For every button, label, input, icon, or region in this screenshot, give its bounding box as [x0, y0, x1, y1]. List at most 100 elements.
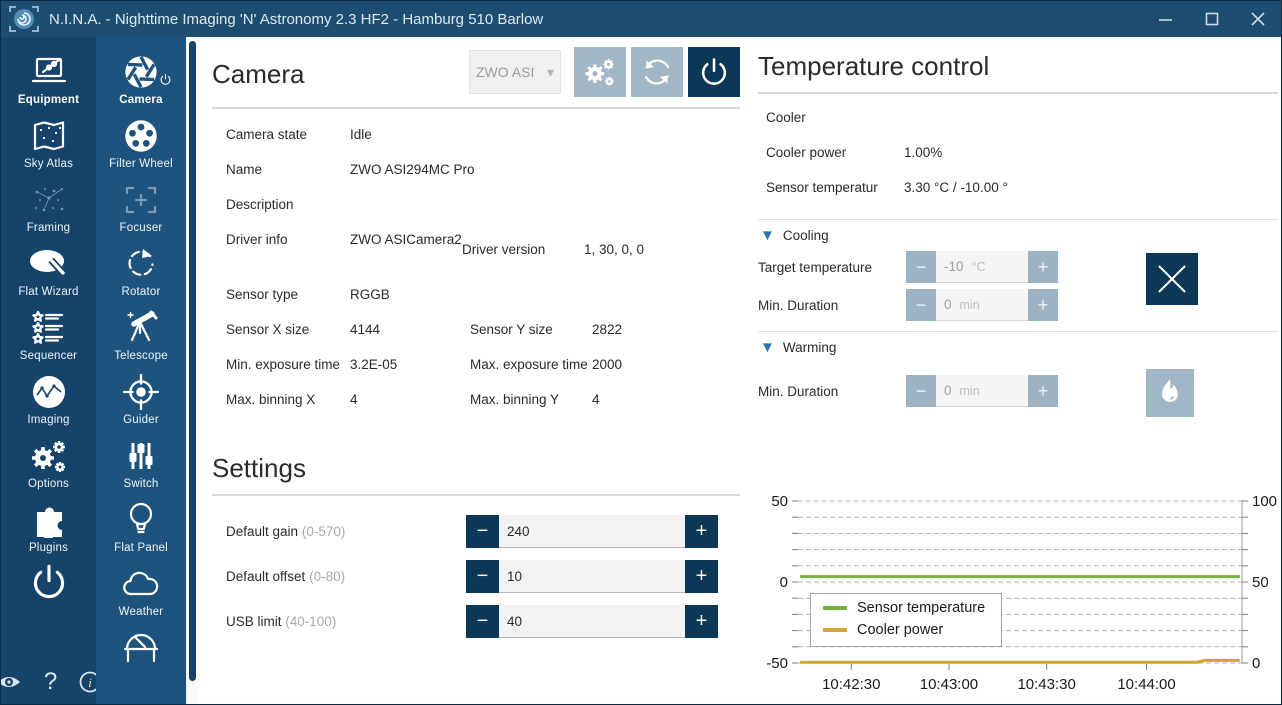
- sidebar-item-label: Switch: [123, 478, 159, 490]
- sidebar-item-label: Flat Wizard: [18, 286, 79, 298]
- sidebar-item-camera[interactable]: Camera: [96, 47, 186, 111]
- sidebar-item-imaging[interactable]: Imaging: [1, 367, 96, 431]
- maximize-button[interactable]: [1189, 1, 1235, 37]
- camera-device-select[interactable]: ZWO ASI ▾: [469, 50, 561, 94]
- help-button[interactable]: ?: [43, 668, 58, 695]
- focuser-icon: [123, 181, 159, 219]
- sidebar-item-sky-atlas[interactable]: Sky Atlas: [1, 111, 96, 175]
- sidebar-item-flat-panel[interactable]: Flat Panel: [96, 495, 186, 559]
- divider: [212, 107, 740, 109]
- decrement-button[interactable]: −: [906, 251, 936, 283]
- stop-cooling-button[interactable]: [1146, 253, 1198, 305]
- warming-expander[interactable]: ▼ Warming: [760, 339, 837, 356]
- sidebar-item-guider[interactable]: Guider: [96, 367, 186, 431]
- sidebar-item-focuser[interactable]: Focuser: [96, 175, 186, 239]
- info-glyph: i: [88, 675, 92, 690]
- temperature-chart: 50 0 -50 100 50 0 10:42:30 10:43:00 10:43:30 10:4…: [758, 489, 1278, 699]
- svg-text:10:42:30: 10:42:30: [822, 676, 880, 693]
- sidebar-item-plugins[interactable]: Plugins: [1, 495, 96, 559]
- sidebar-item-switch[interactable]: Switch: [96, 431, 186, 495]
- camera-icon: [122, 53, 171, 91]
- cancel-icon: [1158, 265, 1186, 293]
- default-offset-input[interactable]: 10: [499, 560, 685, 593]
- chart-legend: Sensor temperature Cooler power: [810, 593, 1003, 647]
- dome-icon: [121, 629, 161, 667]
- imaging-icon: [31, 373, 67, 411]
- target-temperature-row: Target temperature − -10 °C +: [758, 251, 1098, 283]
- sidebar-item-flat-wizard[interactable]: Flat Wizard: [1, 239, 96, 303]
- increment-button[interactable]: +: [685, 560, 718, 593]
- default-gain-stepper: − 240 +: [466, 515, 718, 548]
- sidebar-item-sequencer[interactable]: Sequencer: [1, 303, 96, 367]
- refresh-icon: [644, 59, 670, 85]
- sequencer-icon: [29, 309, 69, 347]
- camera-connect-button[interactable]: [688, 47, 740, 97]
- increment-button[interactable]: +: [1028, 251, 1058, 283]
- camera-connected-power-icon: [160, 73, 171, 85]
- flat-panel-icon: [124, 501, 158, 539]
- weather-icon: [121, 565, 161, 603]
- sidebar-item-label: Focuser: [119, 222, 163, 234]
- svg-text:50: 50: [1252, 574, 1269, 591]
- sidebar-item-filter-wheel[interactable]: Filter Wheel: [96, 111, 186, 175]
- warming-min-duration-input[interactable]: 0 min: [936, 375, 1028, 407]
- increment-button[interactable]: +: [685, 515, 718, 548]
- sidebar-item-telescope[interactable]: Telescope: [96, 303, 186, 367]
- exit-button[interactable]: [1, 559, 96, 603]
- cooler-power-row: Cooler power 1.00%: [766, 145, 943, 160]
- camera-settings-button[interactable]: [574, 47, 626, 97]
- info-row: Name ZWO ASI294MC Pro: [226, 162, 475, 177]
- sidebar-item-weather[interactable]: Weather: [96, 559, 186, 623]
- increment-button[interactable]: +: [685, 605, 718, 638]
- sidebar-item-label: Sky Atlas: [23, 158, 74, 170]
- svg-text:10:43:30: 10:43:30: [1017, 676, 1075, 693]
- start-warming-button[interactable]: [1146, 369, 1194, 417]
- increment-button[interactable]: +: [1028, 375, 1058, 407]
- secondary-sidebar: Camera Filter Wheel Focu: [96, 37, 186, 704]
- decrement-button[interactable]: −: [466, 560, 499, 593]
- sidebar-item-framing[interactable]: Framing: [1, 175, 96, 239]
- decrement-button[interactable]: −: [466, 605, 499, 638]
- camera-info: Camera state Idle Name ZWO ASI294MC Pro De…: [212, 127, 740, 427]
- sidebar-item-label: Framing: [26, 222, 71, 234]
- close-button[interactable]: [1235, 1, 1281, 37]
- target-temperature-stepper: − -10 °C +: [906, 251, 1058, 283]
- svg-text:100: 100: [1252, 493, 1277, 510]
- sidebar-item-rotator[interactable]: Rotator: [96, 239, 186, 303]
- cooling-min-duration-input[interactable]: 0 min: [936, 289, 1028, 321]
- svg-text:50: 50: [771, 493, 788, 510]
- sidebar-item-label: Imaging: [27, 414, 70, 426]
- camera-panel-title: Camera: [212, 59, 305, 89]
- legend-cooler-power: Cooler power: [823, 622, 985, 638]
- default-offset-stepper: − 10 +: [466, 560, 718, 593]
- decrement-button[interactable]: −: [906, 289, 936, 321]
- power-icon: [701, 58, 727, 85]
- options-icon: [29, 437, 69, 475]
- eye-button[interactable]: [1, 674, 22, 690]
- rescan-devices-button[interactable]: [631, 47, 683, 97]
- equipment-icon: [29, 53, 69, 91]
- minimize-icon: [1159, 19, 1172, 21]
- sidebar-item-equipment[interactable]: Equipment: [1, 47, 96, 111]
- sidebar-item-dome[interactable]: [96, 623, 186, 672]
- sidebar-footer: ? i: [1, 660, 101, 704]
- default-gain-input[interactable]: 240: [499, 515, 685, 548]
- plugins-icon: [30, 501, 68, 539]
- sidebar-item-options[interactable]: Options: [1, 431, 96, 495]
- minimize-button[interactable]: [1143, 1, 1189, 37]
- scrollbar-thumb[interactable]: [189, 41, 196, 681]
- decrement-button[interactable]: −: [906, 375, 936, 407]
- decrement-button[interactable]: −: [466, 515, 499, 548]
- usb-limit-input[interactable]: 40: [499, 605, 685, 638]
- target-temperature-input[interactable]: -10 °C: [936, 251, 1028, 283]
- sky-atlas-icon: [29, 117, 69, 155]
- divider: [758, 92, 1278, 94]
- flame-icon: [1162, 379, 1178, 402]
- chevron-down-icon: ▾: [546, 63, 554, 80]
- increment-button[interactable]: +: [1028, 289, 1058, 321]
- cooling-expander[interactable]: ▼ Cooling: [760, 227, 829, 244]
- temperature-panel-title: Temperature control: [758, 51, 990, 81]
- sidebar-item-label: Filter Wheel: [109, 158, 173, 170]
- warming-min-duration-row: Min. Duration − 0 min +: [758, 375, 1098, 407]
